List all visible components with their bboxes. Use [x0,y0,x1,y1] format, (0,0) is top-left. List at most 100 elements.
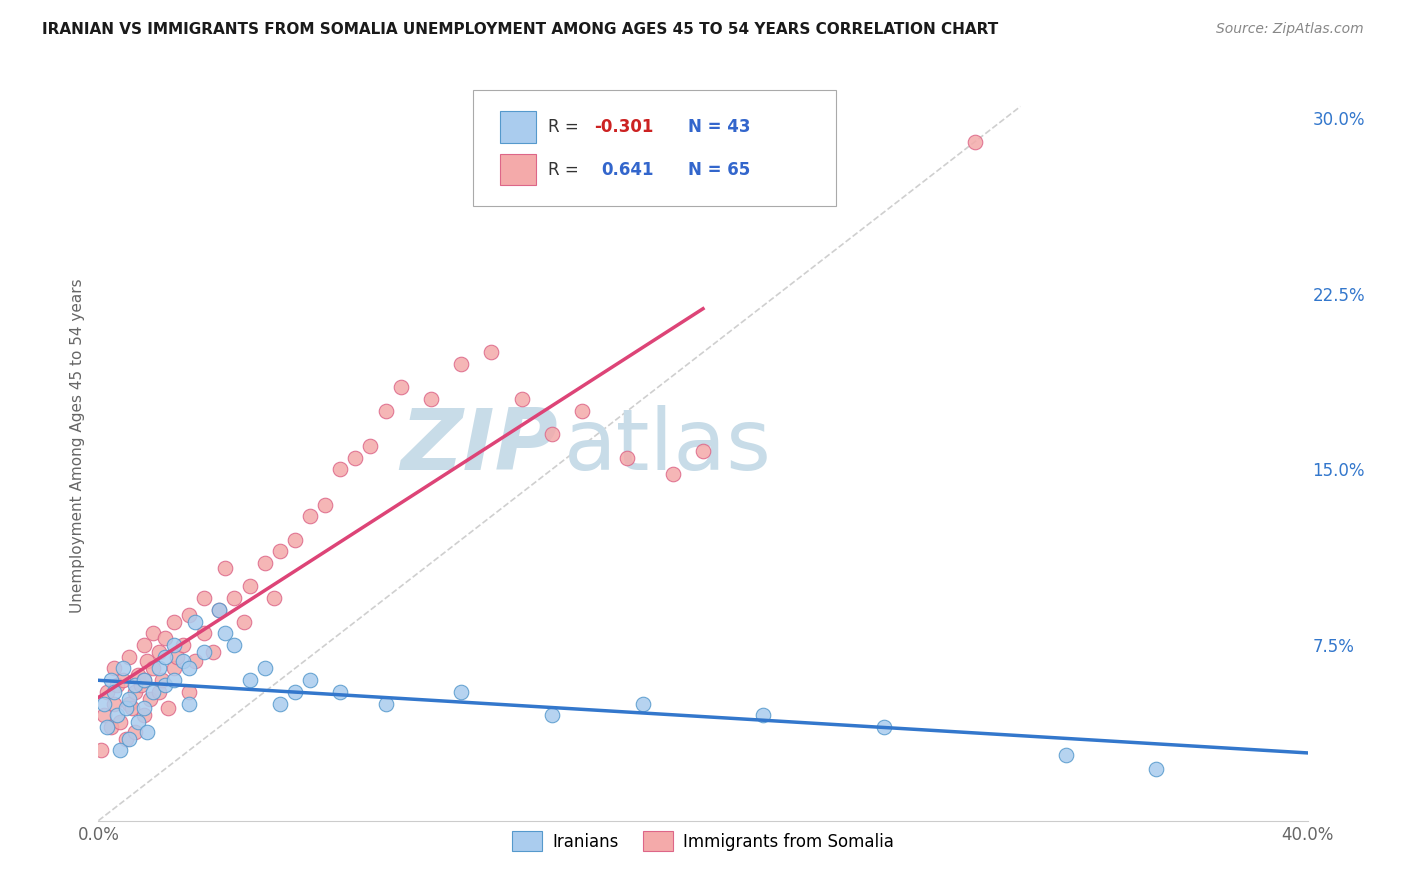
Point [124,685,146,699]
Point [253,556,276,570]
Point [124,724,146,739]
Point [124,678,146,692]
Y-axis label: Unemployment Among Ages 45 to 54 years: Unemployment Among Ages 45 to 54 years [69,278,84,614]
FancyBboxPatch shape [501,112,536,143]
Point [108,743,131,757]
Point [193,591,215,606]
Point [224,638,246,652]
Point [114,731,136,746]
Point [193,626,215,640]
Text: N = 65: N = 65 [689,161,751,179]
Point [118,697,141,711]
Point [299,509,322,524]
Text: N = 43: N = 43 [689,118,751,136]
Point [299,673,322,688]
Point [389,380,412,394]
Point [132,673,155,688]
Point [179,697,201,711]
Point [314,498,336,512]
Point [148,685,170,699]
Point [156,701,179,715]
Point [163,661,186,675]
Point [374,697,396,711]
Point [166,649,188,664]
Point [631,697,654,711]
Point [96,720,118,734]
Point [344,450,367,465]
Text: Source: ZipAtlas.com: Source: ZipAtlas.com [1216,22,1364,37]
Text: R =: R = [548,161,589,179]
Point [93,708,115,723]
Point [127,715,149,730]
Point [329,462,352,476]
Point [150,673,173,688]
Point [90,743,112,757]
Point [329,685,352,699]
Point [202,645,225,659]
Point [105,678,128,692]
Point [103,661,125,675]
Point [172,638,194,652]
Text: atlas: atlas [564,404,772,488]
Point [374,404,396,418]
Point [127,668,149,682]
Point [1054,747,1077,762]
Point [103,697,125,711]
Point [142,685,165,699]
Point [232,615,254,629]
Point [208,603,231,617]
Point [132,708,155,723]
Point [193,645,215,659]
Point [184,615,207,629]
Point [121,701,143,715]
Point [269,697,291,711]
Point [142,626,165,640]
Point [263,591,285,606]
FancyBboxPatch shape [501,153,536,186]
Point [111,661,134,675]
Point [132,638,155,652]
Point [752,708,775,723]
Point [142,661,165,675]
Text: IRANIAN VS IMMIGRANTS FROM SOMALIA UNEMPLOYMENT AMONG AGES 45 TO 54 YEARS CORREL: IRANIAN VS IMMIGRANTS FROM SOMALIA UNEMP… [42,22,998,37]
Point [103,685,125,699]
Point [873,720,896,734]
Point [179,685,201,699]
Point [105,708,128,723]
Point [96,685,118,699]
Point [540,708,562,723]
Point [269,544,291,558]
Point [118,692,141,706]
Point [450,685,472,699]
Point [965,135,987,149]
Point [163,638,186,652]
Point [114,701,136,715]
Point [284,685,307,699]
Point [1144,762,1167,776]
FancyBboxPatch shape [474,90,837,206]
Point [148,661,170,675]
Point [153,678,176,692]
Legend: Iranians, Immigrants from Somalia: Iranians, Immigrants from Somalia [505,825,901,857]
Point [239,673,262,688]
Point [111,673,134,688]
Point [692,443,714,458]
Point [108,715,131,730]
Point [360,439,382,453]
Point [118,731,141,746]
Text: 0.641: 0.641 [602,161,654,179]
Point [214,561,236,575]
Point [118,649,141,664]
Point [179,661,201,675]
Point [661,467,683,482]
Point [139,692,162,706]
Point [214,626,236,640]
Point [100,673,122,688]
Point [148,645,170,659]
Point [93,697,115,711]
Point [100,720,122,734]
Point [450,357,472,371]
Point [571,404,593,418]
Point [153,649,176,664]
Point [224,591,246,606]
